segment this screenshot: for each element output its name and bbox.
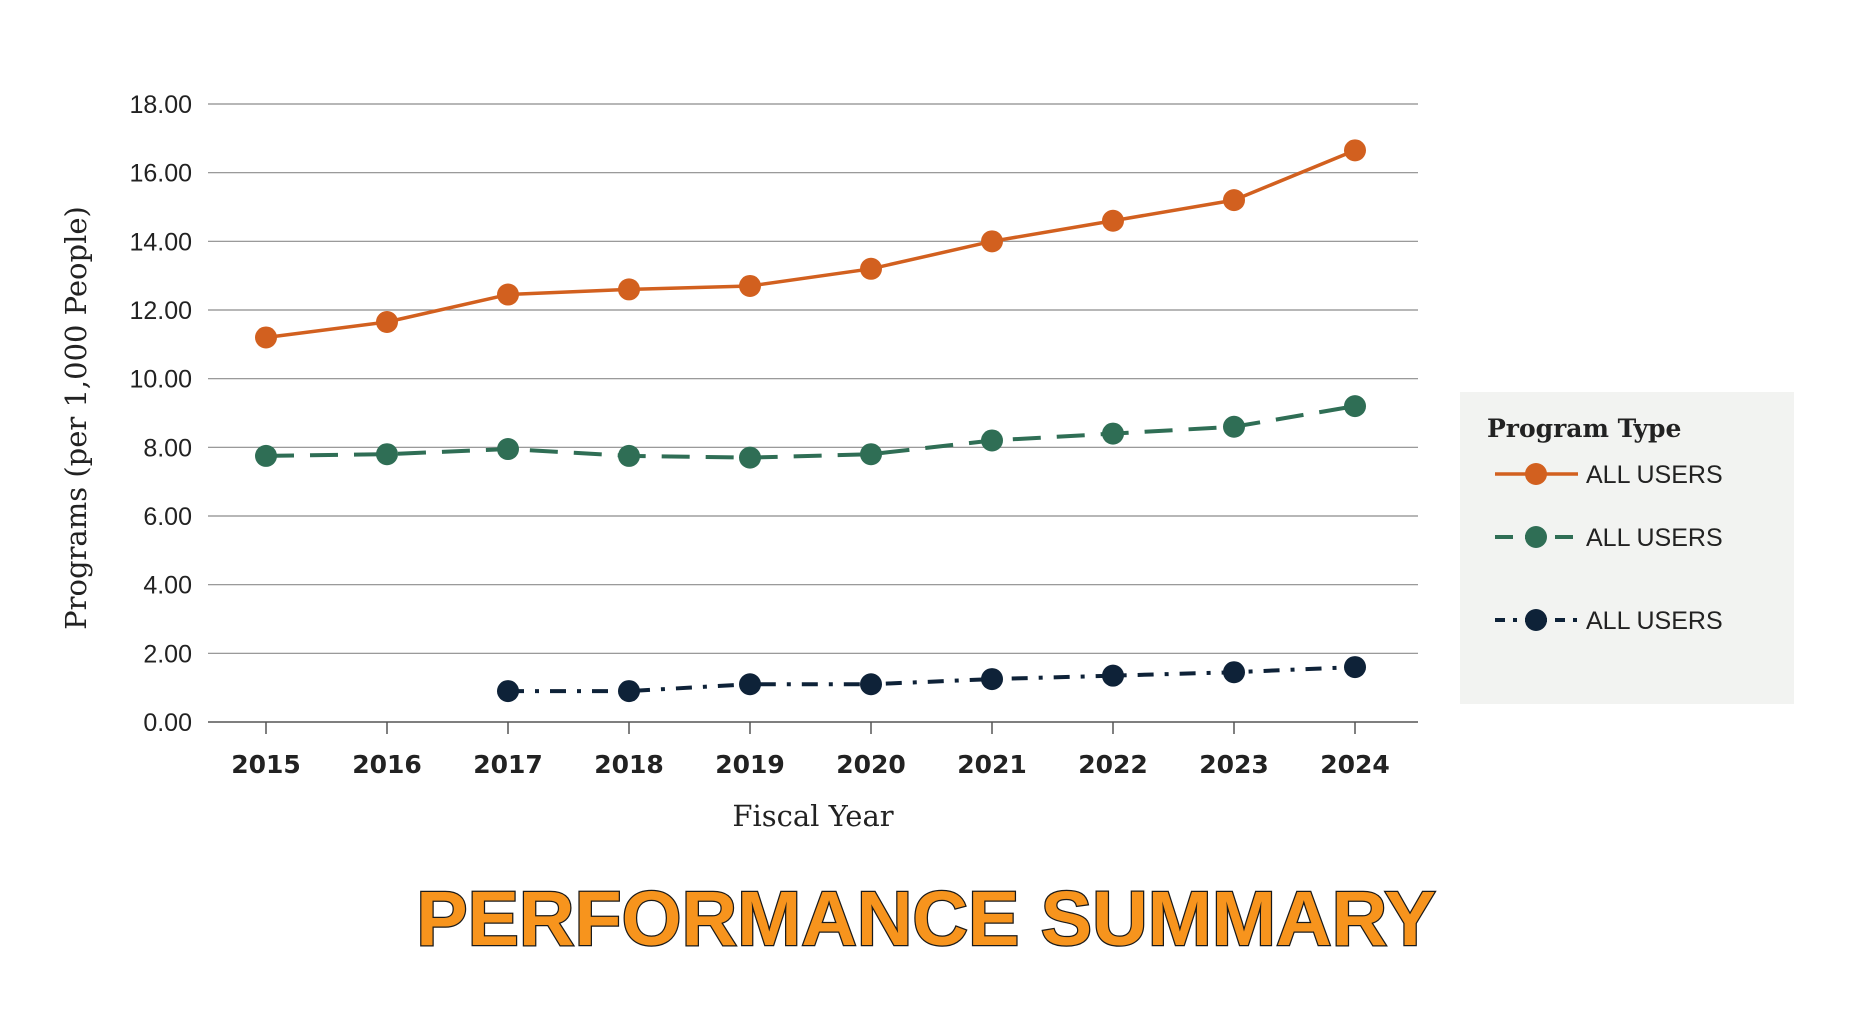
x-tick-label: 2018 (594, 750, 664, 779)
x-tick-label: 2020 (836, 750, 906, 779)
y-tick-label: 4.00 (143, 572, 192, 600)
data-point-2015 (255, 326, 277, 349)
y-tick-label: 0.00 (143, 709, 192, 737)
series-3 (497, 656, 1366, 703)
legend: Program Type ALL USERS ALL USERS ALL USERS (1460, 392, 1794, 704)
data-point-2021 (981, 668, 1003, 691)
x-tick-label: 2023 (1199, 750, 1269, 779)
data-point-2023 (1223, 189, 1245, 212)
data-point-2024 (1344, 395, 1366, 418)
legend-swatch-marker (1525, 463, 1547, 485)
x-tick-label: 2015 (231, 750, 301, 779)
x-axis: 2015 2016 2017 2018 2019 2020 2021 2022 2023 2024 (208, 721, 1418, 779)
series-2-line (265, 404, 1356, 460)
legend-item-1: ALL USERS (1495, 461, 1723, 489)
data-point-2020 (860, 443, 882, 466)
data-point-2024 (1344, 656, 1366, 679)
x-tick-label: 2016 (352, 750, 422, 779)
data-point-2018 (618, 278, 640, 301)
y-tick-label: 12.00 (129, 297, 192, 325)
legend-item-2: ALL USERS (1495, 524, 1723, 552)
y-axis-title: Programs (per 1,000 People) (59, 206, 93, 630)
x-axis-title: Fiscal Year (732, 799, 893, 833)
y-tick-label: 2.00 (143, 640, 192, 668)
legend-swatch-marker (1525, 609, 1547, 631)
data-point-2016 (376, 443, 398, 466)
data-point-2021 (981, 230, 1003, 253)
x-tick-label: 2017 (473, 750, 543, 779)
data-point-2022 (1102, 664, 1124, 687)
data-point-2021 (981, 429, 1003, 452)
x-tick-label: 2019 (715, 750, 785, 779)
data-point-2023 (1223, 661, 1245, 684)
x-tick-label: 2022 (1078, 750, 1148, 779)
x-tick-label: 2024 (1320, 750, 1390, 779)
data-point-2019 (739, 673, 761, 696)
series-1-line (265, 148, 1356, 340)
legend-swatch-marker (1525, 526, 1547, 548)
data-point-2020 (860, 673, 882, 696)
y-tick-label: 8.00 (143, 434, 192, 462)
gridlines (208, 103, 1418, 654)
y-tick-label: 16.00 (129, 160, 192, 188)
data-point-2018 (618, 444, 640, 467)
data-point-2019 (739, 446, 761, 469)
data-point-2017 (497, 680, 519, 703)
data-point-2022 (1102, 422, 1124, 445)
legend-background (1460, 392, 1794, 704)
data-point-2024 (1344, 139, 1366, 162)
data-point-2022 (1102, 209, 1124, 232)
legend-items: ALL USERS ALL USERS ALL USERS (1495, 461, 1723, 635)
data-point-2023 (1223, 415, 1245, 438)
banner-title: PERFORMANCE SUMMARY (416, 876, 1436, 962)
series-2 (255, 395, 1366, 469)
data-point-2017 (497, 438, 519, 461)
series-group (255, 139, 1366, 703)
data-point-2018 (618, 680, 640, 703)
series-3-line (508, 665, 1356, 694)
y-tick-label: 14.00 (129, 228, 192, 256)
data-point-2019 (739, 274, 761, 297)
legend-label: ALL USERS (1586, 461, 1723, 489)
y-tick-label: 10.00 (129, 366, 192, 394)
data-point-2015 (255, 444, 277, 467)
legend-label: ALL USERS (1586, 607, 1723, 635)
series-1 (255, 139, 1366, 349)
legend-title: Program Type (1487, 414, 1681, 443)
data-point-2020 (860, 257, 882, 280)
legend-item-3: ALL USERS (1495, 607, 1723, 635)
data-point-2016 (376, 311, 398, 334)
y-tick-label: 6.00 (143, 503, 192, 531)
y-tick-label: 18.00 (129, 91, 192, 119)
y-tick-labels: 0.00 2.00 4.00 6.00 8.00 10.00 12.00 14.00 16.00… (129, 91, 192, 737)
x-tick-label: 2021 (957, 750, 1027, 779)
data-point-2017 (497, 283, 519, 306)
legend-label: ALL USERS (1586, 524, 1723, 552)
